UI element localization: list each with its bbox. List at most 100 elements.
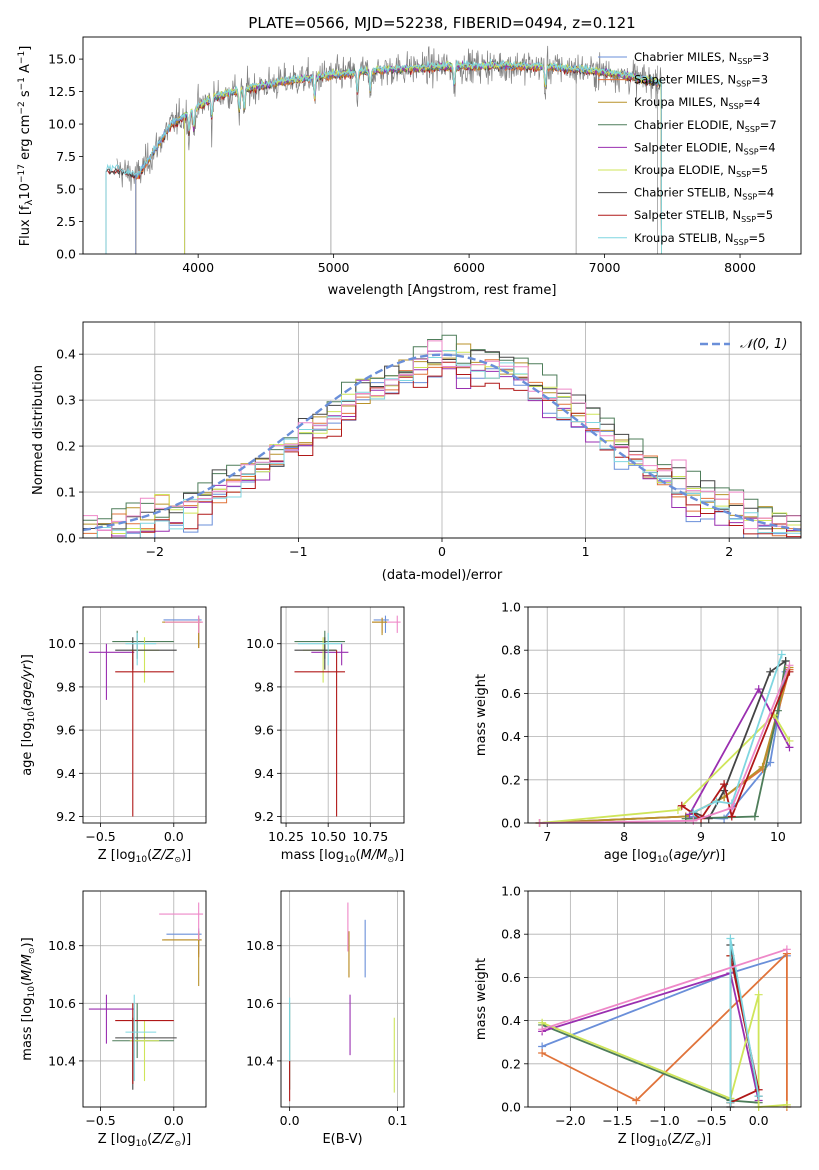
x-tick-label: 0.0 (280, 1113, 300, 1128)
y-tick-label: 1.0 (501, 600, 521, 615)
y-axis-label: mass weight (474, 674, 489, 756)
x-axis-label: mass [log10(M/M⊙)] (281, 848, 404, 865)
weight-marker-kroupa_stelib (726, 1098, 735, 1107)
x-axis-label: Z [log10(Z/Z⊙)] (98, 1132, 192, 1149)
weight-marker-salpeter_stelib (677, 801, 686, 810)
x-tick-label: 0.0 (749, 1113, 769, 1128)
x-tick-label: 7000 (589, 260, 621, 275)
weight-marker-model_line (538, 1025, 547, 1034)
y-tick-label: 2.5 (56, 214, 76, 229)
axes-frame (280, 606, 405, 824)
residuals-histogram-panel: −2 −1 0 1 2 0.0 0.1 0.2 0.3 0.4 (data-model)/error… (31, 321, 802, 583)
x-axis-label: age [log10(age/yr)] (604, 848, 726, 865)
x-tick-label: 0.1 (388, 1113, 408, 1128)
y-axis-label: mass weight (474, 958, 489, 1040)
legend-entry: Kroupa STELIB, NSSP=5 (634, 231, 765, 247)
histogram-salpeter_elodie (83, 350, 801, 538)
model-spectrum-chabrier_stelib (105, 61, 662, 254)
model-spectrum-kroupa_stelib (105, 58, 662, 254)
weight-line-kroupa_stelib (692, 654, 783, 814)
x-axis-label: Z [log10(Z/Z⊙)] (618, 1132, 712, 1149)
spectrum-lines (105, 45, 662, 254)
legend-entry: 𝒩(0, 1) (740, 337, 787, 352)
x-tick-label: 0.0 (164, 1113, 184, 1128)
model-spectrum-salpeter_stelib (105, 63, 662, 254)
weight-marker-chabrier_miles (720, 814, 729, 823)
axes-frame (82, 36, 802, 255)
y-tick-label: 0.4 (501, 1013, 521, 1028)
y-tick-label: 10.0 (246, 636, 274, 651)
axes-frame (527, 606, 802, 824)
axes-frame (527, 890, 802, 1108)
x-tick-label: 10.25 (268, 829, 304, 844)
y-tick-label: 0.2 (501, 772, 521, 787)
weight-marker-kroupa_stelib (712, 797, 721, 806)
legend-entry: Chabrier STELIB, NSSP=4 (634, 186, 774, 202)
legend-entry: Kroupa ELODIE, NSSP=5 (634, 163, 768, 179)
weight-marker-kroupa_stelib (754, 1092, 763, 1101)
x-tick-label: 5000 (318, 260, 350, 275)
y-tick-label: 9.4 (254, 766, 274, 781)
weight-line-model_line (541, 948, 788, 1031)
axes-frame (82, 606, 207, 824)
weight-marker-kroupa_elodie (782, 1100, 791, 1109)
legend-entry: Chabrier MILES, NSSP=3 (634, 50, 769, 66)
histogram-salpeter_stelib (83, 361, 801, 538)
weight-vs-age-panel: 7 8 9 10 0.0 0.2 0.4 0.6 0.8 1.0 age [log10(age/yr… (474, 600, 802, 865)
weight-line-chabrier_miles (539, 671, 787, 824)
histogram-model_line (83, 340, 801, 534)
weight-vs-metallicity-panel: −2.0 −1.5 −1.0 −0.5 0.0 0.0 0.2 0.4 0.6 0.8 1.0 Z [… (474, 884, 802, 1149)
y-axis-label: mass [log10(M/M⊙)] (20, 937, 37, 1060)
weight-marker-model_line (689, 816, 698, 825)
y-tick-label: 7.5 (56, 149, 76, 164)
y-tick-label: 0.0 (501, 1100, 521, 1115)
y-tick-label: 0.0 (56, 247, 76, 262)
weight-marker-salpeter_miles (538, 1049, 547, 1057)
weight-marker-salpeter_stelib (720, 780, 729, 789)
y-tick-label: 9.2 (254, 809, 274, 824)
legend-entry: Salpeter STELIB, NSSP=5 (634, 208, 773, 224)
y-tick-label: 9.2 (56, 809, 76, 824)
y-tick-label: 9.8 (56, 679, 76, 694)
weight-line-kroupa_elodie (539, 713, 791, 824)
y-tick-label: 10.8 (246, 938, 274, 953)
mass-vs-ebv-panel: 0.0 0.1 10.4 10.6 10.8 E(B-V) (246, 890, 408, 1147)
x-axis-label: Z [log10(Z/Z⊙)] (98, 848, 192, 865)
weight-marker-model_line (727, 803, 736, 812)
x-axis-label: (data-model)/error (382, 568, 503, 583)
x-tick-label: 7 (543, 829, 551, 844)
y-tick-label: 0.4 (56, 347, 76, 362)
weight-marker-kroupa_elodie (785, 736, 794, 745)
weight-marker-chabrier_elodie (750, 812, 759, 821)
chart-title: PLATE=0566, MJD=52238, FIBERID=0494, z=0… (248, 14, 635, 32)
age-vs-mass-panel: 10.25 10.50 10.75 9.2 9.4 9.6 9.8 10.0 mass [log… (246, 606, 405, 865)
weight-line-model_line (539, 664, 791, 824)
y-tick-label: 10.6 (246, 996, 274, 1011)
x-tick-label: −1.0 (649, 1113, 679, 1128)
x-tick-label: 8 (620, 829, 628, 844)
y-tick-label: 0.8 (501, 643, 521, 658)
x-tick-label: 4000 (182, 260, 214, 275)
y-tick-label: 9.6 (254, 723, 274, 738)
x-tick-label: −1 (289, 544, 307, 559)
weight-marker-salpeter_elodie (754, 685, 763, 694)
axes-frame (280, 890, 405, 1108)
mass-vs-metallicity-panel: −0.5 0.0 10.4 10.6 10.8 Z [log10(Z/Z⊙)] mass [… (20, 890, 207, 1149)
y-tick-label: 10.4 (246, 1053, 274, 1068)
y-tick-label: 0.2 (56, 439, 76, 454)
x-tick-label: −1.5 (602, 1113, 632, 1128)
age-vs-metallicity-panel: −0.5 0.0 9.2 9.4 9.6 9.8 10.0 Z [log10(Z/Z⊙)] ag… (20, 606, 207, 865)
weight-marker-kroupa_elodie (673, 806, 682, 815)
x-axis-label: E(B-V) (322, 1132, 362, 1147)
weight-marker-salpeter_stelib (727, 812, 736, 821)
x-tick-label: −0.5 (85, 829, 115, 844)
axes-frame (82, 890, 207, 1108)
y-tick-label: 10.4 (48, 1053, 76, 1068)
axes-frame (82, 321, 802, 539)
histograms (83, 334, 801, 538)
y-tick-label: 0.2 (501, 1056, 521, 1071)
weight-marker-chabrier_stelib (781, 657, 790, 665)
weight-marker-kroupa_stelib (726, 934, 735, 943)
weight-marker-salpeter_miles (632, 1096, 641, 1105)
x-tick-label: −0.5 (696, 1113, 726, 1128)
